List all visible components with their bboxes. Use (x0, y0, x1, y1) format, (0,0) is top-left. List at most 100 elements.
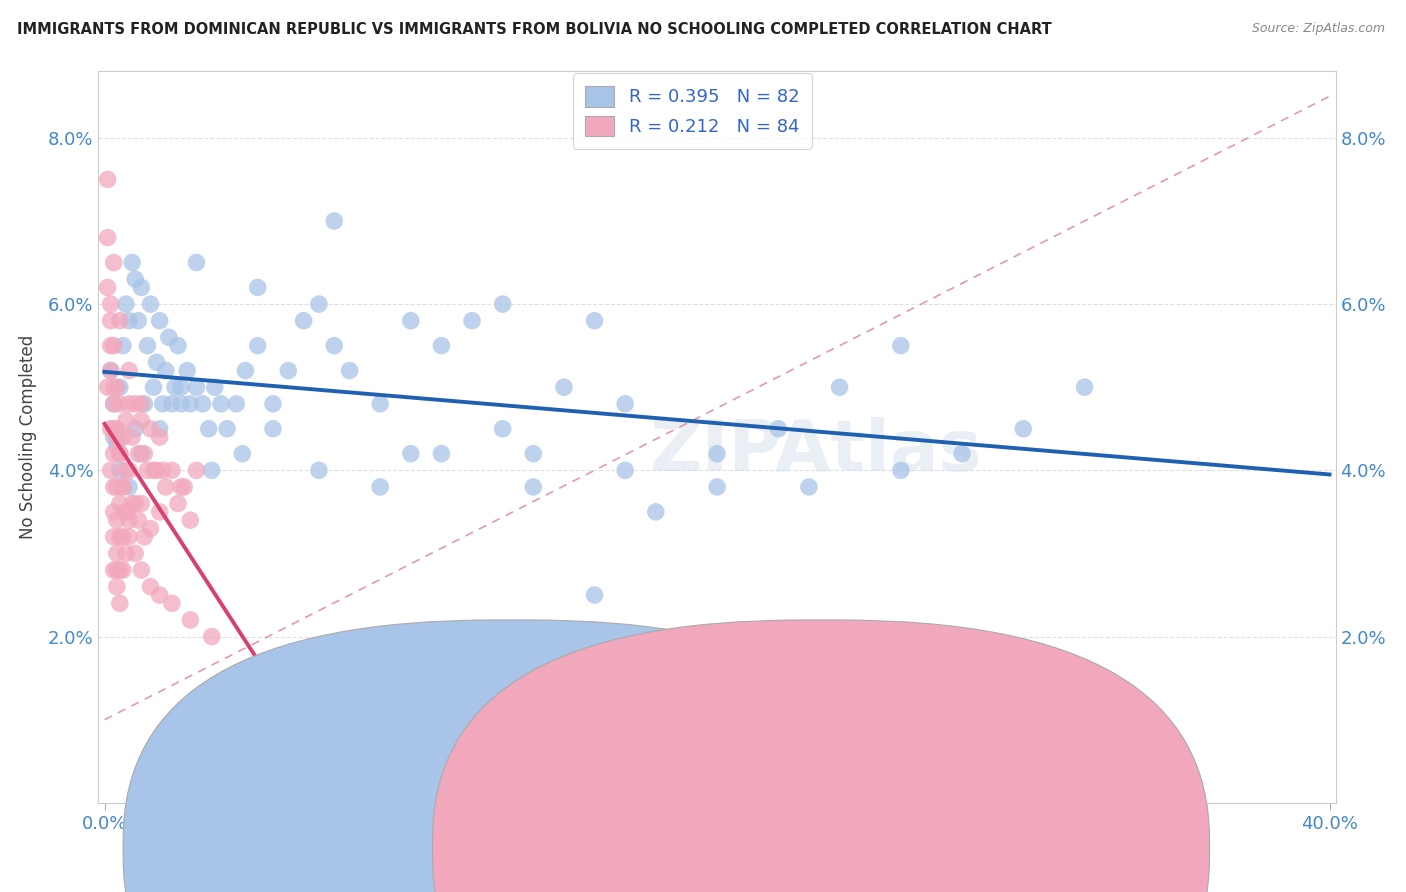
Point (890, 338, 912, 352)
Point (204, 380, 226, 394)
Point (118, 513, 141, 527)
Point (108, 447, 131, 461)
Point (149, 588, 172, 602)
Point (492, 297, 515, 311)
Point (160, 397, 183, 411)
Point (768, 422, 790, 436)
Point (108, 596, 131, 610)
Point (179, 397, 201, 411)
Point (124, 397, 146, 411)
Point (111, 338, 134, 352)
Point (142, 463, 165, 477)
Point (430, 338, 453, 352)
Point (155, 480, 177, 494)
Point (105, 380, 128, 394)
Point (186, 380, 208, 394)
Point (399, 314, 422, 328)
Point (292, 314, 315, 328)
Point (173, 480, 195, 494)
Point (160, 463, 183, 477)
Point (115, 463, 138, 477)
Point (103, 380, 125, 394)
Point (890, 463, 912, 477)
Point (149, 505, 172, 519)
Point (225, 397, 247, 411)
Point (105, 438, 128, 452)
Point (142, 380, 165, 394)
Point (124, 272, 146, 286)
Point (100, 314, 122, 328)
Point (103, 397, 125, 411)
Point (797, 480, 820, 494)
Y-axis label: No Schooling Completed: No Schooling Completed (18, 335, 37, 539)
Point (108, 447, 131, 461)
Point (145, 355, 167, 369)
Point (115, 546, 138, 560)
Point (277, 363, 299, 377)
Point (179, 513, 201, 527)
Legend: R = 0.395   N = 82, R = 0.212   N = 84: R = 0.395 N = 82, R = 0.212 N = 84 (572, 73, 811, 149)
Point (118, 530, 141, 544)
Point (103, 563, 125, 577)
Point (111, 430, 134, 444)
Point (108, 463, 131, 477)
Point (103, 397, 125, 411)
Point (215, 422, 238, 436)
Point (108, 530, 131, 544)
Point (235, 363, 257, 377)
Point (155, 363, 177, 377)
Point (262, 422, 284, 436)
Point (97, 230, 120, 244)
Point (167, 338, 190, 352)
Point (644, 505, 666, 519)
Point (706, 480, 728, 494)
Point (111, 563, 134, 577)
Point (103, 430, 125, 444)
Point (108, 563, 131, 577)
Point (103, 255, 125, 269)
Point (139, 580, 162, 594)
Point (209, 397, 232, 411)
Point (100, 463, 122, 477)
Point (129, 447, 152, 461)
Point (127, 314, 149, 328)
Point (139, 297, 162, 311)
Point (262, 397, 284, 411)
Point (152, 463, 174, 477)
Point (170, 397, 193, 411)
Text: Source: ZipAtlas.com: Source: ZipAtlas.com (1251, 22, 1385, 36)
FancyBboxPatch shape (433, 620, 1209, 892)
Point (186, 463, 208, 477)
Point (118, 397, 141, 411)
Point (108, 314, 131, 328)
Point (103, 447, 125, 461)
Point (100, 363, 122, 377)
Point (246, 280, 269, 294)
Point (103, 480, 125, 494)
Point (108, 497, 131, 511)
Point (522, 480, 544, 494)
Point (583, 314, 606, 328)
Point (97, 172, 120, 186)
Point (461, 314, 484, 328)
Point (136, 338, 159, 352)
Point (115, 297, 138, 311)
Point (201, 630, 224, 644)
Point (553, 380, 575, 394)
Point (492, 422, 515, 436)
Point (124, 422, 146, 436)
Point (129, 280, 152, 294)
Point (129, 497, 152, 511)
Point (105, 563, 128, 577)
Point (828, 380, 851, 394)
Text: ZIPAtlas: ZIPAtlas (650, 417, 983, 486)
Point (121, 255, 143, 269)
Text: IMMIGRANTS FROM DOMINICAN REPUBLIC VS IMMIGRANTS FROM BOLIVIA NO SCHOOLING COMPL: IMMIGRANTS FROM DOMINICAN REPUBLIC VS IM… (17, 22, 1052, 37)
Point (100, 338, 122, 352)
Point (191, 397, 214, 411)
Point (118, 314, 141, 328)
Point (124, 546, 146, 560)
Text: Immigrants from Bolivia: Immigrants from Bolivia (846, 841, 1031, 856)
Point (118, 363, 141, 377)
Point (108, 397, 131, 411)
